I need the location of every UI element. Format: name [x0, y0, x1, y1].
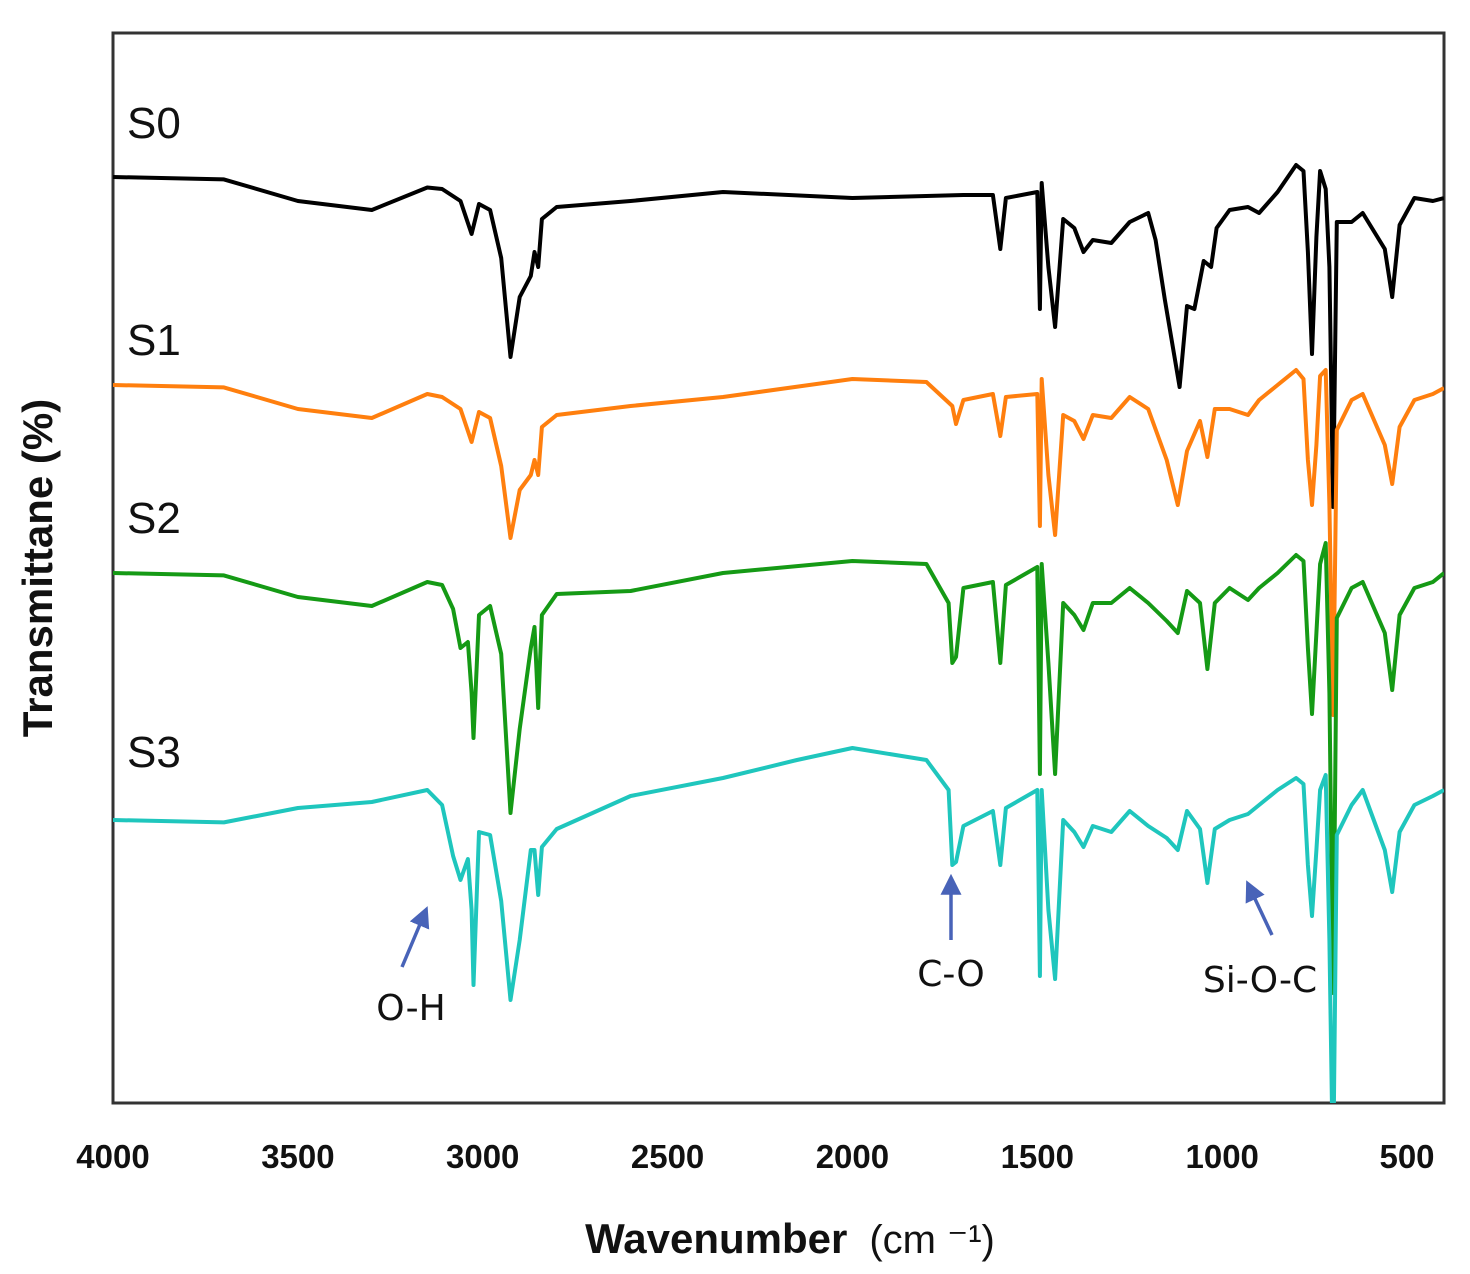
- series-label-s2: S2: [127, 494, 181, 543]
- x-tick-label: 4000: [76, 1138, 149, 1175]
- y-axis-title: Transmittane (%): [14, 399, 61, 737]
- x-tick-label: 2500: [631, 1138, 704, 1175]
- series-label-s1: S1: [127, 316, 181, 365]
- x-tick-label: 3500: [261, 1138, 334, 1175]
- series-line-s2: [113, 541, 1444, 995]
- series-label-layer: S0 S1 S2 S3: [127, 99, 181, 777]
- x-tick-label: 2000: [816, 1138, 889, 1175]
- series-label-s3: S3: [127, 728, 181, 777]
- x-axis-unit: (cm ⁻¹): [869, 1218, 995, 1262]
- annotation-label-c-o: C-O: [917, 954, 984, 995]
- x-axis-title: Wavenumber (cm ⁻¹): [585, 1215, 995, 1262]
- x-tick-label: 1000: [1185, 1138, 1258, 1175]
- annotation-arrow-o-h: [400, 906, 430, 968]
- annotation-label-si-o-c: Si-O-C: [1203, 960, 1317, 1001]
- x-tick-labels: 4000 3500 3000 2500 2000 1500 1000 500: [76, 1138, 1434, 1175]
- series-line-s1: [113, 368, 1444, 717]
- series-line-s0: [113, 163, 1444, 509]
- series-layer: [113, 163, 1444, 1103]
- plot-frame: [111, 31, 1446, 1105]
- annotations: O-H C-O Si-O-C: [376, 873, 1317, 1029]
- x-tick-label: 1500: [1001, 1138, 1074, 1175]
- x-axis-title-text: Wavenumber: [585, 1215, 847, 1262]
- series-label-s0: S0: [127, 99, 181, 148]
- x-tick-label: 500: [1379, 1138, 1434, 1175]
- x-tick-label: 3000: [446, 1138, 519, 1175]
- annotation-label-o-h: O-H: [376, 988, 445, 1029]
- annotation-arrow-si-o-c: [1245, 880, 1274, 936]
- series-line-s3: [113, 746, 1444, 1103]
